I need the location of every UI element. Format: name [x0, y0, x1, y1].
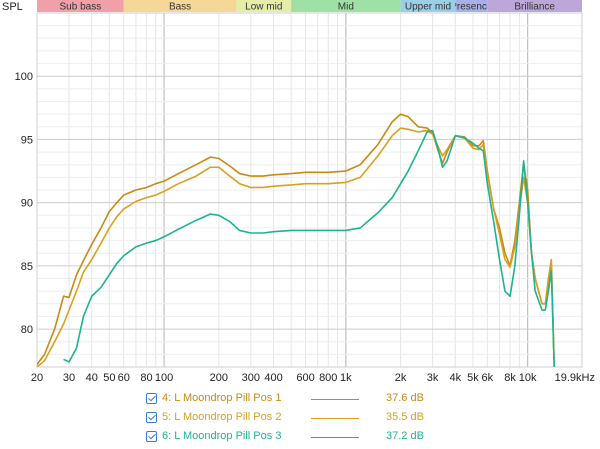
band-label: Presence: [450, 2, 493, 13]
x-tick-label: 8k: [504, 372, 516, 384]
band-label: Mid: [338, 2, 354, 13]
band-4: [400, 0, 456, 12]
x-tick-label: 5k: [467, 372, 479, 384]
band-label: Low mid: [245, 2, 282, 13]
x-tick-label: 400: [264, 372, 282, 384]
legend-item-series-4[interactable]: 4: L Moondrop Pill Pos 1 37.6 dB: [143, 390, 583, 410]
x-tick-label: 60: [118, 372, 130, 384]
x-tick-label: 200: [210, 372, 228, 384]
band-label: Sub bass: [60, 2, 102, 13]
x-tick-label: 4k: [450, 372, 462, 384]
tick-labels: 20 30 40 50 60 80 100 200 300 400 600 800 1k 2k 3k 4k 5k…: [15, 71, 595, 384]
band-3: [291, 0, 401, 12]
legend-value: 35.5 dB: [386, 411, 424, 423]
band-5: [455, 0, 488, 12]
x-tick-label: 19.9kHz: [555, 372, 595, 384]
legend-item-series-5[interactable]: 5: L Moondrop Pill Pos 2 35.5 dB: [143, 409, 583, 429]
y-tick-label: 80: [21, 324, 33, 336]
legend-label: 4: L Moondrop Pill Pos 1: [162, 392, 282, 404]
y-tick-label: 85: [21, 261, 33, 273]
series-5-checkbox[interactable]: [146, 412, 157, 423]
y-tick-label: 100: [15, 71, 33, 83]
x-tick-label: 800: [319, 372, 337, 384]
x-tick-label: 80: [140, 372, 152, 384]
band-label: Bass: [169, 2, 191, 13]
y-axis-label: SPL: [2, 1, 23, 13]
plot-frame: [36, 12, 583, 368]
x-tick-label: 100: [155, 372, 173, 384]
x-tick-label: 10k: [519, 372, 537, 384]
x-tick-label: 30: [63, 372, 75, 384]
legend-value: 37.2 dB: [386, 430, 424, 442]
x-tick-label: 50: [103, 372, 115, 384]
band-label: Brilliance: [514, 2, 555, 13]
frequency-bands: Sub bass Bass Low mid Mid Upper mid Presence B…: [37, 0, 582, 13]
band-label: Upper mid: [405, 2, 451, 13]
series-6-checkbox[interactable]: [146, 431, 157, 442]
y-tick-label: 90: [21, 198, 33, 210]
series-line-6: [63, 129, 556, 367]
grid: [37, 12, 582, 368]
legend: 4: L Moondrop Pill Pos 1 37.6 dB 5: L Mo…: [0, 388, 600, 449]
legend-label: 6: L Moondrop Pill Pos 3: [162, 430, 282, 442]
band-0: [37, 0, 124, 12]
legend-item-series-6[interactable]: 6: L Moondrop Pill Pos 3 37.2 dB: [143, 428, 583, 448]
legend-swatch: [311, 418, 359, 419]
band-1: [123, 0, 237, 12]
series-4-checkbox[interactable]: [146, 393, 157, 404]
legend-swatch: [311, 437, 359, 438]
legend-label: 5: L Moondrop Pill Pos 2: [162, 411, 282, 423]
series-line-5: [37, 127, 556, 367]
x-tick-label: 300: [242, 372, 260, 384]
band-2: [236, 0, 292, 12]
series-lines: [37, 113, 556, 367]
y-tick-label: 95: [21, 134, 33, 146]
x-tick-label: 6k: [482, 372, 494, 384]
frequency-response-chart: Sub bass Bass Low mid Mid Upper mid Presence B…: [2, 0, 595, 384]
x-tick-label: 3k: [427, 372, 439, 384]
legend-value: 37.6 dB: [386, 392, 424, 404]
x-tick-label: 40: [86, 372, 98, 384]
legend-swatch: [311, 399, 359, 400]
x-tick-label: 600: [296, 372, 314, 384]
band-6: [487, 0, 582, 12]
x-tick-label: 20: [31, 372, 43, 384]
x-tick-label: 1k: [340, 372, 352, 384]
x-tick-label: 2k: [395, 372, 407, 384]
